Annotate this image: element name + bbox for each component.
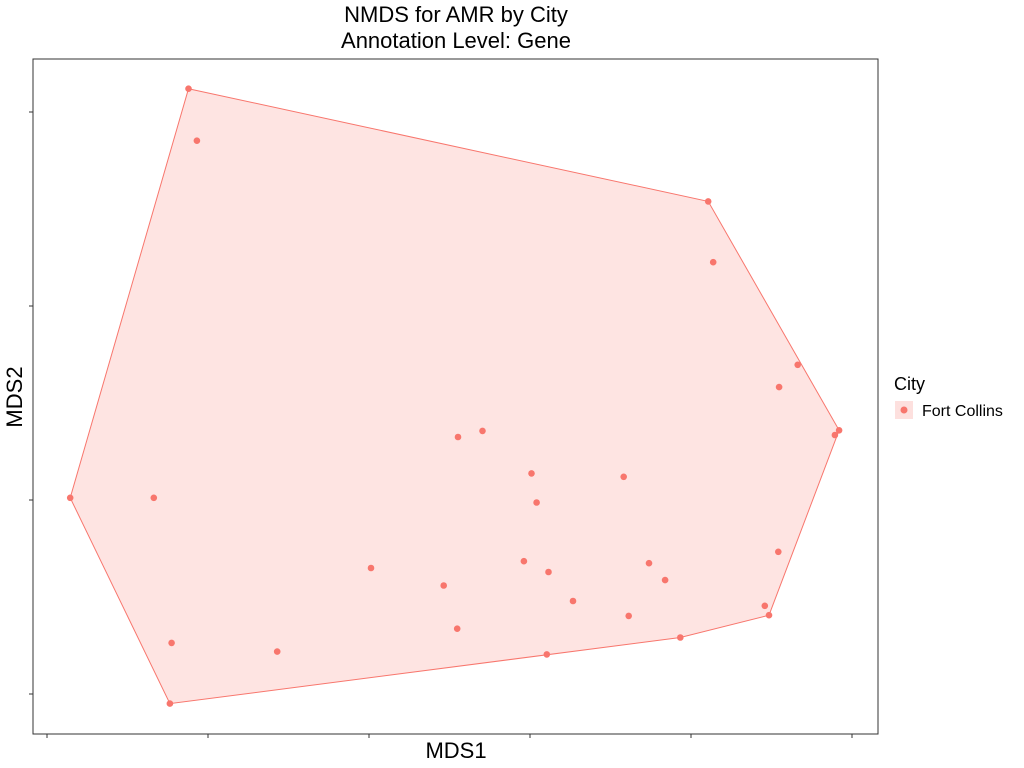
data-points	[66, 85, 843, 707]
data-point-25	[765, 611, 773, 619]
data-point-26	[625, 612, 632, 620]
data-point-16	[775, 548, 782, 556]
data-point-20	[367, 564, 375, 572]
chart-title: NMDS for AMR by City	[344, 2, 568, 27]
data-point-10	[479, 427, 486, 435]
data-point-4	[709, 258, 717, 266]
data-point-15	[150, 494, 158, 502]
plot-panel	[32, 58, 879, 735]
data-point-9	[454, 433, 462, 441]
data-point-28	[168, 639, 175, 647]
legend: City Fort Collins	[894, 374, 1003, 420]
data-point-2	[193, 137, 201, 144]
data-point-8	[831, 431, 839, 439]
data-point-6	[775, 383, 783, 391]
data-point-18	[520, 557, 528, 565]
data-point-13	[533, 499, 540, 506]
data-point-17	[645, 559, 653, 567]
data-point-14	[66, 494, 74, 502]
axis-ticks	[29, 111, 853, 738]
data-point-5	[794, 361, 801, 369]
data-point-31	[677, 634, 684, 641]
data-point-3	[704, 198, 712, 205]
data-point-22	[661, 576, 669, 584]
legend-label-fort-collins: Fort Collins	[922, 403, 1003, 420]
data-point-11	[528, 470, 535, 477]
data-point-27	[453, 625, 461, 632]
data-point-19	[545, 568, 552, 576]
data-point-21	[440, 582, 448, 589]
data-point-7	[835, 427, 843, 434]
y-axis-label: MDS2	[2, 366, 27, 427]
data-point-1	[185, 85, 192, 92]
data-point-29	[273, 648, 281, 655]
data-point-32	[166, 700, 174, 707]
data-point-24	[761, 602, 769, 610]
data-point-23	[569, 597, 577, 605]
city-hull-fort-collins	[69, 88, 840, 705]
data-point-12	[620, 473, 627, 481]
chart-subtitle: Annotation Level: Gene	[341, 28, 571, 53]
data-point-30	[543, 651, 551, 658]
legend-title: City	[894, 374, 925, 394]
legend-point-icon	[900, 406, 908, 414]
x-axis-label: MDS1	[425, 738, 486, 763]
